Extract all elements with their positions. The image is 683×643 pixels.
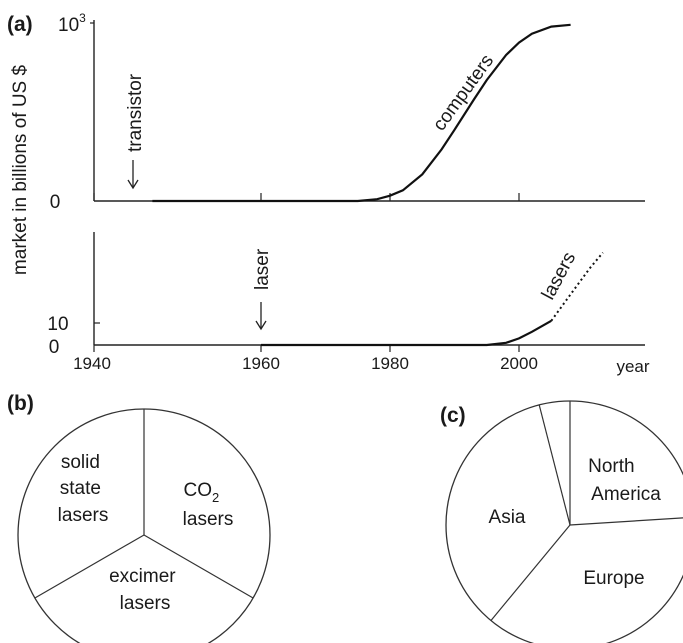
x-axis-label: year <box>616 357 649 376</box>
pie-b-divider-2 <box>143 534 254 599</box>
lasers-line <box>261 319 552 347</box>
x-tick-label-1960: 1960 <box>242 354 280 373</box>
pie-c-outline <box>445 400 683 643</box>
lower-y-tick-label-10: 10 <box>47 314 68 335</box>
x-tick-label-2000: 2000 <box>500 354 538 373</box>
pie-b-label-solid-state-line2: state <box>60 478 101 499</box>
panel-label-c: (c) <box>440 404 466 427</box>
pie-b-label-co2-line2: lasers <box>183 509 234 530</box>
pie-b-label-co2-sub: 2 <box>212 490 219 505</box>
computers-curve-label: computers <box>429 51 498 135</box>
pie-b-label-excimer-lasers: excimer lasers <box>109 566 181 614</box>
laser-label: laser <box>252 248 273 290</box>
pie-c-divider-3 <box>490 524 571 621</box>
lasers-curve-label: lasers <box>538 249 580 304</box>
pie-b-label-co2-base: CO <box>183 480 212 501</box>
pie-c-divider-4 <box>538 404 571 526</box>
upper-y-tick-label-top-sup: 3 <box>79 11 86 25</box>
computers-line <box>152 23 571 203</box>
pie-c-label-north-america-line2: America <box>591 484 661 505</box>
lower-plot: 10 0 1940 1960 1980 2000 year lasers las… <box>47 232 650 376</box>
upper-y-tick-label-top-base: 10 <box>58 15 79 36</box>
pie-chart-c: North America Europe Asia <box>445 400 683 643</box>
laser-arrow-head <box>255 320 267 331</box>
pie-c-label-north-america: North America <box>588 456 661 505</box>
pie-c-divider-2 <box>569 517 683 526</box>
lower-y-tick-label-0: 0 <box>49 337 60 358</box>
transistor-arrow-head <box>127 179 139 190</box>
pie-b-label-excimer-line2: lasers <box>120 593 171 614</box>
x-tick-label-1980: 1980 <box>371 354 409 373</box>
pie-c-label-asia: Asia <box>489 507 526 528</box>
panel-label-b: (b) <box>7 392 34 415</box>
pie-b-label-solid-state-lasers: solid state lasers <box>58 452 109 526</box>
y-axis-label: market in billions of US $ <box>10 65 31 276</box>
pie-b-label-co2-line1: CO2 <box>183 480 219 505</box>
pie-b-label-co2-lasers: CO2 lasers <box>183 480 234 530</box>
pie-c-label-north-america-line1: North <box>588 456 634 477</box>
pie-b-divider-3 <box>34 534 145 599</box>
upper-y-tick-label-0: 0 <box>50 192 61 213</box>
pie-c-label-europe: Europe <box>583 568 644 589</box>
upper-y-tick-label-top: 103 <box>58 11 86 36</box>
pie-b-label-solid-state-line1: solid <box>61 452 100 473</box>
panel-label-a: (a) <box>7 13 33 36</box>
upper-plot: 0 103 computers transistor <box>50 11 645 213</box>
transistor-label: transistor <box>125 73 146 152</box>
pie-b-label-solid-state-line3: lasers <box>58 505 109 526</box>
pie-b-label-excimer-line1: excimer <box>109 566 176 587</box>
x-tick-label-1940: 1940 <box>73 354 111 373</box>
pie-chart-b: solid state lasers CO2 lasers excimer la… <box>17 408 271 643</box>
